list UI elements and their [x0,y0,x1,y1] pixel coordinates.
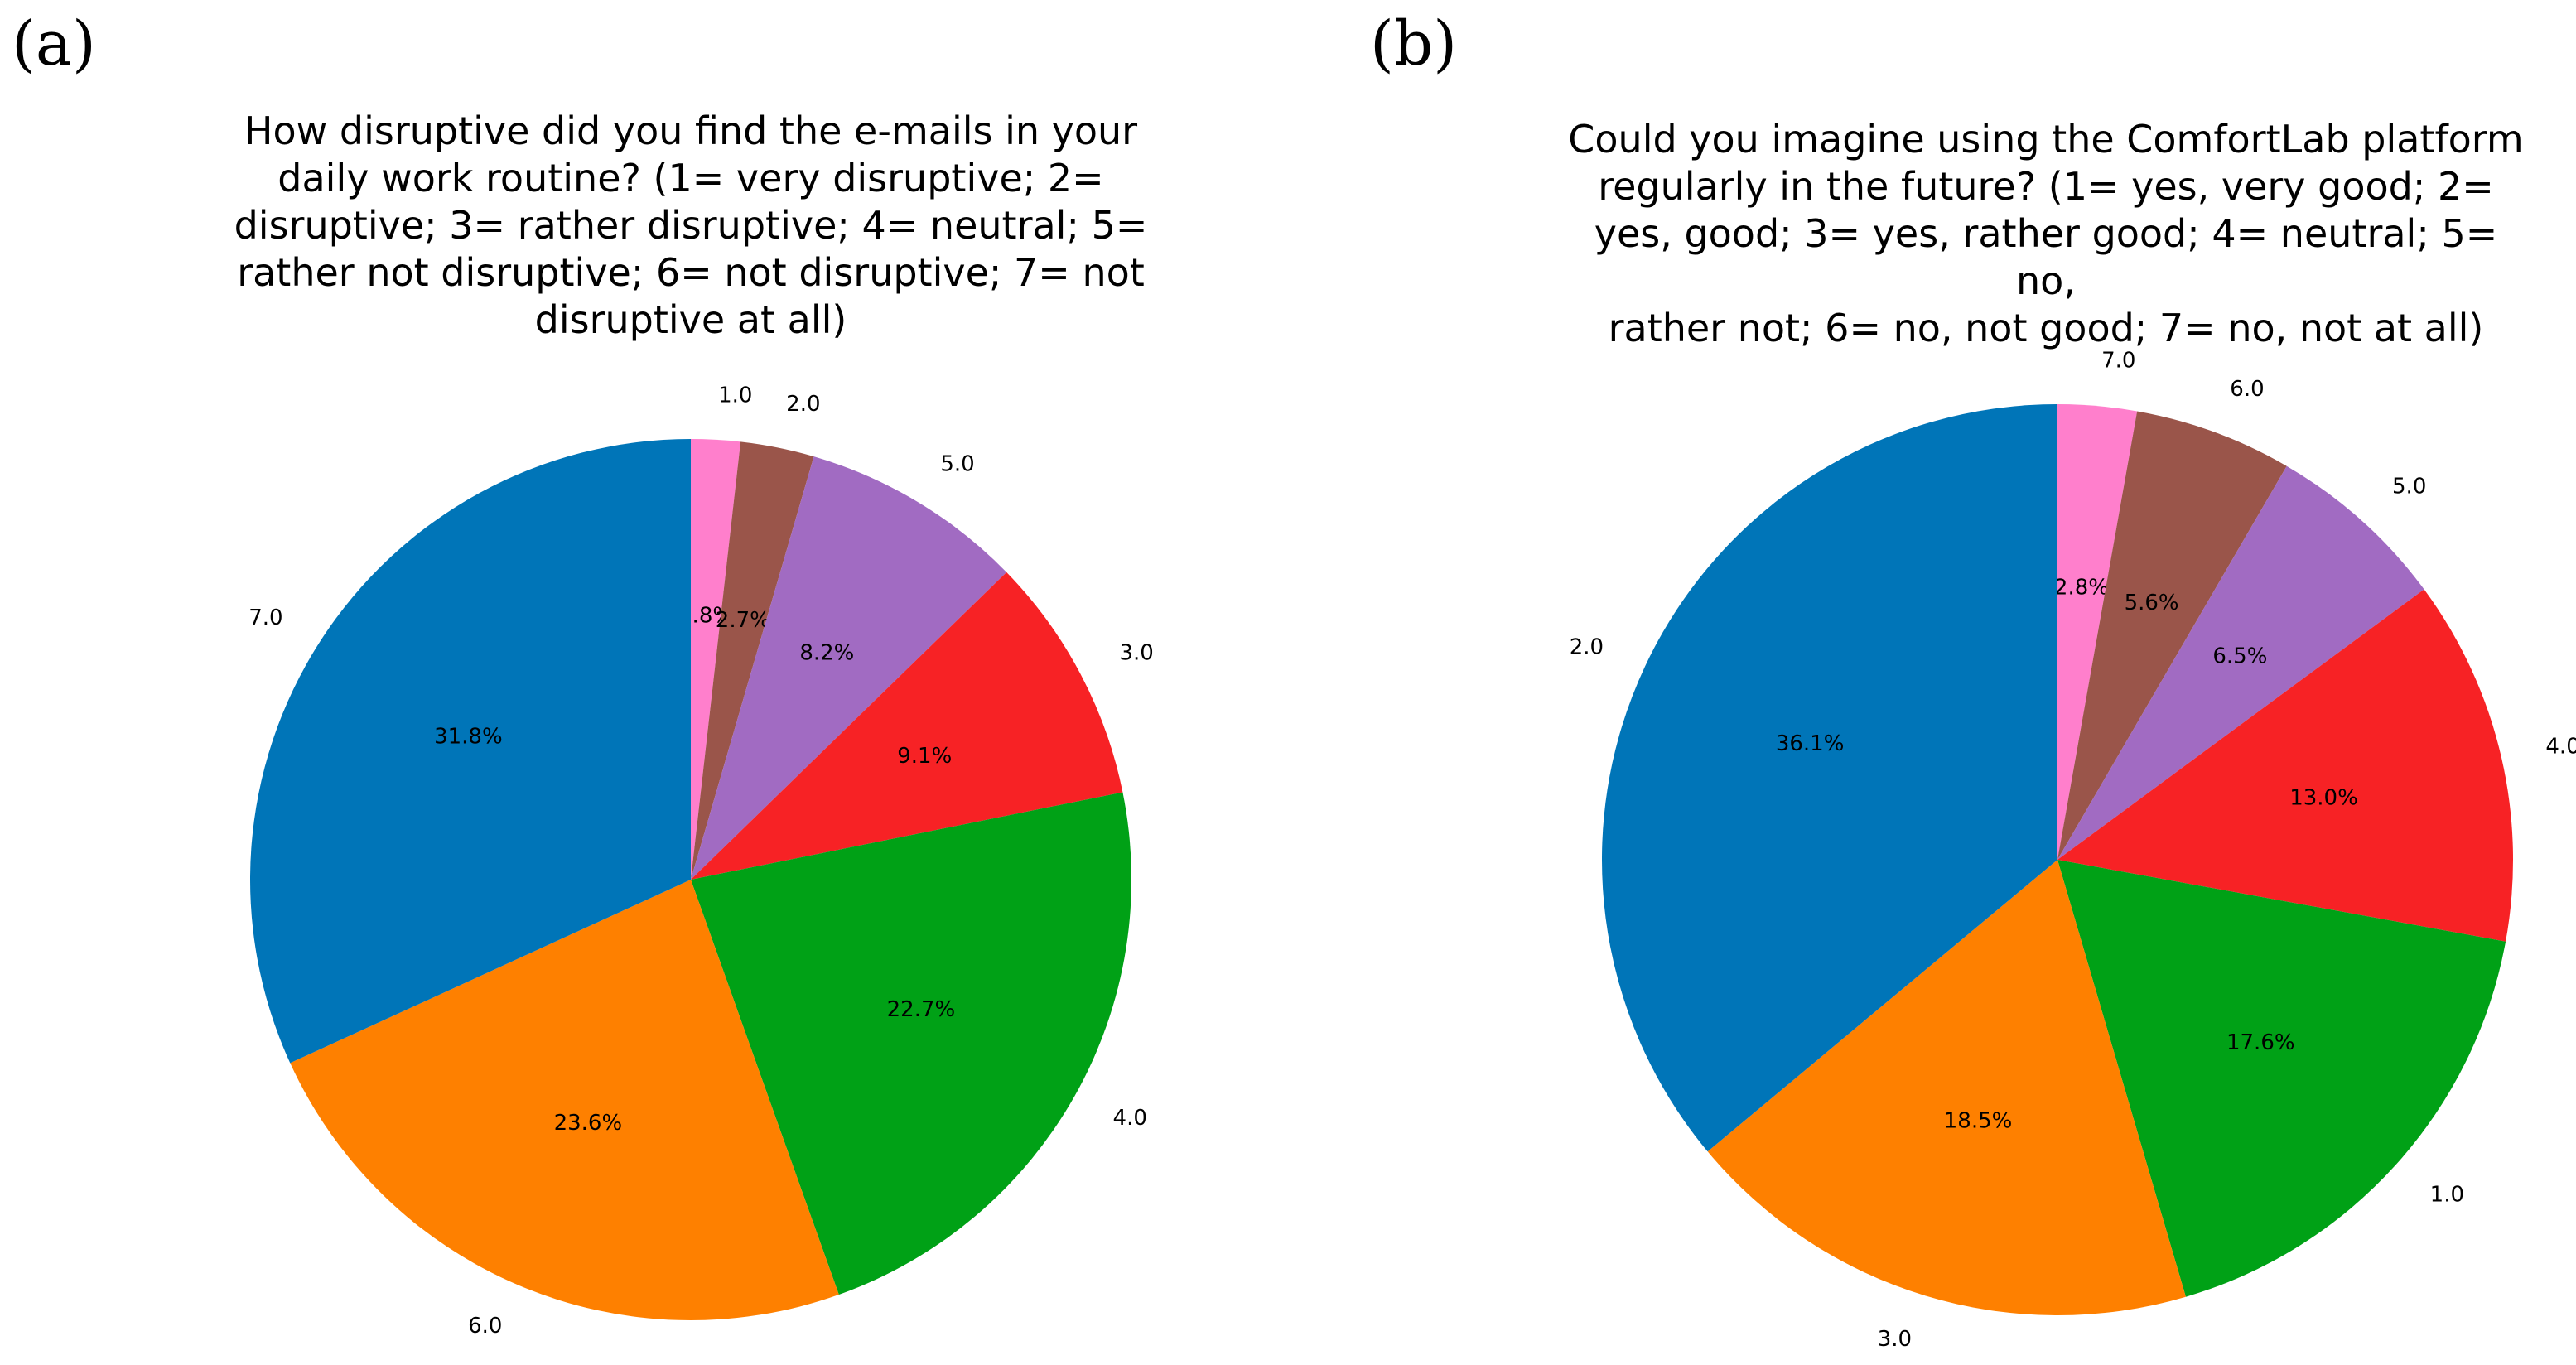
pie-a-slice-6.0 [290,880,839,1321]
pie-a-pct-label-2.0: 2.7% [716,608,770,633]
pie-b-slice-6.0 [2057,411,2287,860]
pie-a-category-label-4.0: 4.0 [1113,1106,1147,1131]
pie-b-category-label-4.0: 4.0 [2545,735,2576,760]
pie-b-category-label-1.0: 1.0 [2430,1183,2464,1208]
pie-a-slice-7.0 [249,439,691,1064]
pie-a-pct-label-5.0: 8.2% [799,640,854,665]
pie-a-category-label-1.0: 1.0 [718,383,752,408]
pie-a-pct-label-7.0: 31.8% [434,725,503,750]
pie-a-slice-5.0 [691,456,1007,880]
pie-a-category-label-2.0: 2.0 [786,392,820,417]
pie-b-pct-label-3.0: 18.5% [1944,1109,2013,1134]
pie-b-pct-label-4.0: 13.0% [2289,786,2358,811]
pie-a-category-label-3.0: 3.0 [1119,641,1153,666]
chart-title-a: How disruptive did you find the e-mails … [234,109,1148,342]
pie-a-category-label-7.0: 7.0 [248,605,282,630]
panel-label-b: (b) [1370,8,1458,80]
pie-a-category-label-6.0: 6.0 [468,1314,502,1338]
pie-a-slice-3.0 [691,572,1123,880]
pie-b-slice-7.0 [2057,404,2138,860]
pie-a-pct-label-6.0: 23.6% [554,1111,623,1136]
pie-b-pct-label-6.0: 5.6% [2125,591,2179,615]
pie-b-slice-2.0 [1602,403,2057,1152]
pie-b-category-label-7.0: 7.0 [2101,348,2135,373]
pie-a-slice-4.0 [691,792,1132,1295]
chart-title-b: Could you imagine using the ComfortLab p… [1568,117,2524,350]
pie-b-slice-4.0 [2057,589,2513,942]
pie-b-category-label-6.0: 6.0 [2230,377,2264,402]
pie-a-category-label-5.0: 5.0 [940,451,974,476]
pie-b-pct-label-1.0: 17.6% [2226,1030,2295,1055]
pie-b-slice-3.0 [1707,860,2186,1316]
panel-label-a: (a) [12,8,96,80]
pie-b-slice-1.0 [2057,860,2506,1297]
pie-b-category-label-3.0: 3.0 [1878,1327,1912,1352]
pie-a-slice-1.0 [691,439,741,880]
pie-b-pct-label-7.0: 2.8% [2054,575,2109,600]
pie-a-pct-label-3.0: 9.1% [897,744,952,769]
pie-b-pct-label-5.0: 6.5% [2212,644,2267,668]
pie-b-slice-5.0 [2057,465,2424,860]
pie-b-category-label-2.0: 2.0 [1570,635,1604,660]
pie-a-pct-label-4.0: 22.7% [887,997,956,1022]
pie-b-pct-label-2.0: 36.1% [1776,731,1845,756]
pie-a-slice-2.0 [691,441,814,880]
pie-b-category-label-5.0: 5.0 [2392,475,2426,499]
